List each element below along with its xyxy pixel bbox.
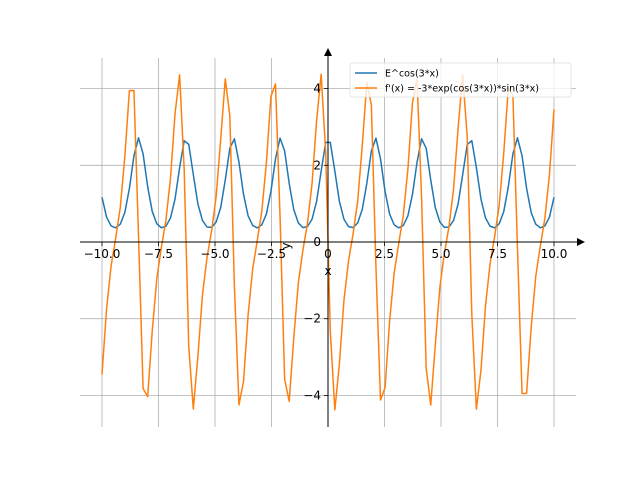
y-axis-label: y <box>279 242 293 249</box>
y-tick-label-1: −2 <box>303 312 321 326</box>
x-tick-label-0: −10.0 <box>84 247 121 261</box>
ticks: −10.0 −7.5 −5.0 −2.5 0 2.5 5.0 7.5 10.0 −4 −2 0 2 4 <box>84 82 568 403</box>
x-tick-label-7: 7.5 <box>488 247 507 261</box>
x-tick-label-4: 0 <box>324 247 332 261</box>
legend: E^cos(3*x) f'(x) = -3*exp(cos(3*x))*sin(… <box>349 62 572 98</box>
legend-entry-series-0: E^cos(3*x) <box>385 69 439 80</box>
x-axis-arrow <box>577 238 585 246</box>
y-tick-label-2: 0 <box>313 235 321 249</box>
y-axis-arrow <box>324 48 332 56</box>
x-tick-label-3: −2.5 <box>257 247 286 261</box>
y-tick-label-0: −4 <box>303 388 321 402</box>
x-tick-label-6: 5.0 <box>431 247 450 261</box>
axes <box>80 48 585 427</box>
y-tick-label-3: 2 <box>313 158 321 172</box>
x-axis-label: x <box>324 264 331 278</box>
x-tick-label-2: −5.0 <box>200 247 229 261</box>
y-tick-label-4: 4 <box>313 82 321 96</box>
x-tick-label-1: −7.5 <box>144 247 173 261</box>
legend-entry-series-1: f'(x) = -3*exp(cos(3*x))*sin(3*x) <box>385 84 539 95</box>
x-tick-label-8: 10.0 <box>541 247 568 261</box>
legend-box <box>349 62 572 98</box>
x-tick-label-5: 2.5 <box>375 247 394 261</box>
